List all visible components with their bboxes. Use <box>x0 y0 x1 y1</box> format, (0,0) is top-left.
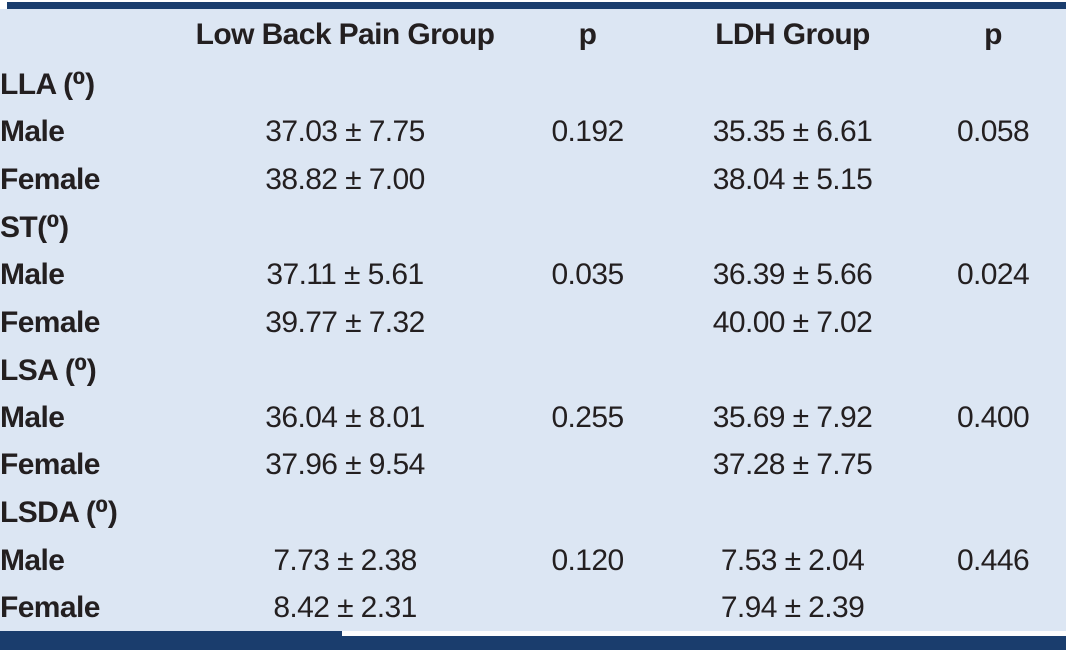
table-row: Female 38.82 ± 7.00 38.04 ± 5.15 <box>0 156 1066 204</box>
mean-sd-cell: 40.00 ± 7.02 <box>712 305 873 339</box>
p-value-cell <box>920 299 1066 347</box>
p-value-cell: 0.024 <box>956 258 1030 292</box>
p-value-cell <box>920 442 1066 490</box>
mean-sd-cell: 36.39 ± 5.66 <box>712 258 873 292</box>
row-label: Male <box>0 543 65 577</box>
statistics-table: Low Back Pain Group p LDH Group p LLA (⁰… <box>0 9 1066 632</box>
p-value-cell <box>510 299 665 347</box>
table-row: Male 37.03 ± 7.75 0.192 35.35 ± 6.61 0.0… <box>0 109 1066 157</box>
header-p-value-1: p <box>578 18 597 51</box>
row-label: Female <box>0 162 100 196</box>
mean-sd-cell: 36.04 ± 8.01 <box>265 400 425 434</box>
p-value-cell <box>510 584 665 632</box>
table-row: Male 7.73 ± 2.38 0.120 7.53 ± 2.04 0.446 <box>0 537 1066 585</box>
p-value-cell: 0.400 <box>956 400 1030 434</box>
p-value-cell <box>920 584 1066 632</box>
header-low-back-pain-group: Low Back Pain Group <box>195 18 495 51</box>
p-value-cell: 0.446 <box>956 543 1030 577</box>
section-label: LLA (⁰) <box>0 68 95 102</box>
p-value-cell: 0.255 <box>551 400 624 434</box>
bottom-border-stub <box>0 631 342 637</box>
p-value-cell <box>920 156 1066 204</box>
mean-sd-cell: 39.77 ± 7.32 <box>265 305 425 339</box>
table-row: Female 8.42 ± 2.31 7.94 ± 2.39 <box>0 584 1066 632</box>
mean-sd-cell: 38.04 ± 5.15 <box>712 162 873 196</box>
mean-sd-cell: 37.11 ± 5.61 <box>266 258 424 292</box>
header-p-value-2: p <box>984 18 1002 51</box>
section-row-st: ST(⁰) <box>0 204 1066 252</box>
section-row-lla: LLA (⁰) <box>0 61 1066 109</box>
section-label: LSA (⁰) <box>0 353 97 387</box>
section-row-lsda: LSDA (⁰) <box>0 489 1066 537</box>
mean-sd-cell: 35.69 ± 7.92 <box>712 400 873 434</box>
mean-sd-cell: 37.96 ± 9.54 <box>265 448 425 482</box>
mean-sd-cell: 37.28 ± 7.75 <box>712 448 873 482</box>
p-value-cell <box>510 442 665 490</box>
row-label: Female <box>0 305 100 339</box>
header-ldh-group: LDH Group <box>715 18 870 51</box>
row-label: Female <box>0 448 100 482</box>
row-label: Male <box>0 258 65 292</box>
section-label: ST(⁰) <box>0 211 69 245</box>
bottom-white-gap <box>342 631 1066 637</box>
table-row: Female 39.77 ± 7.32 40.00 ± 7.02 <box>0 299 1066 347</box>
mean-sd-cell: 7.94 ± 2.39 <box>720 591 865 625</box>
row-label: Male <box>0 400 65 434</box>
section-row-lsa: LSA (⁰) <box>0 346 1066 394</box>
mean-sd-cell: 7.53 ± 2.04 <box>720 543 865 577</box>
p-value-cell: 0.058 <box>956 115 1030 149</box>
mean-sd-cell: 38.82 ± 7.00 <box>265 162 425 196</box>
table-row: Male 36.04 ± 8.01 0.255 35.69 ± 7.92 0.4… <box>0 394 1066 442</box>
table-header-row: Low Back Pain Group p LDH Group p <box>0 9 1066 61</box>
table-row: Male 37.11 ± 5.61 0.035 36.39 ± 5.66 0.0… <box>0 251 1066 299</box>
row-label: Female <box>0 591 100 625</box>
mean-sd-cell: 35.35 ± 6.61 <box>712 115 873 149</box>
p-value-cell: 0.120 <box>551 543 624 577</box>
p-value-cell: 0.192 <box>551 115 624 149</box>
header-empty-cell <box>0 9 180 61</box>
row-label: Male <box>0 115 65 149</box>
p-value-cell: 0.035 <box>551 258 624 292</box>
mean-sd-cell: 8.42 ± 2.31 <box>273 591 417 625</box>
bottom-border-bar <box>0 636 1066 650</box>
p-value-cell <box>510 156 665 204</box>
mean-sd-cell: 37.03 ± 7.75 <box>265 115 425 149</box>
top-border-bar <box>7 2 1066 9</box>
table-row: Female 37.96 ± 9.54 37.28 ± 7.75 <box>0 442 1066 490</box>
section-label: LSDA (⁰) <box>0 496 118 530</box>
table-background: Low Back Pain Group p LDH Group p LLA (⁰… <box>0 9 1066 632</box>
mean-sd-cell: 7.73 ± 2.38 <box>273 543 417 577</box>
